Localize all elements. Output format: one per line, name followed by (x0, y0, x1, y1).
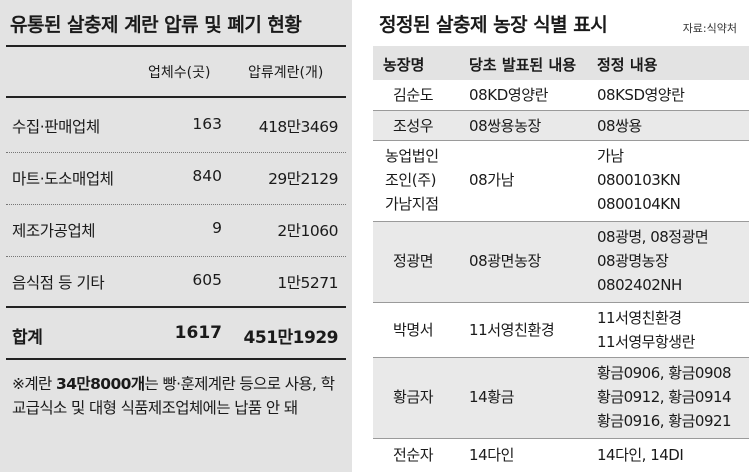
row-divider (6, 256, 346, 257)
header-original: 당초 발표된 내용 (469, 56, 577, 74)
corrected-label: 황금0906, 황금0908 (597, 364, 732, 382)
table-row: 음식점 등 기타 605 1만5271 (0, 262, 352, 302)
corrected-label: 0800103KN (597, 171, 681, 189)
corrected-label: 08광명, 08정광면 (597, 228, 709, 246)
column-header-amount: 압류계란(개) (248, 65, 324, 81)
egg-seizure-panel: 유통된 살충제 계란 압류 및 폐기 현황 업체수(곳) 압류계란(개) 수집·… (0, 0, 352, 472)
original-label: 14황금 (469, 388, 515, 406)
farm-panel-title: 정정된 살충제 농장 식별 표시 (379, 14, 608, 36)
table-row: 제조가공업체 9 2만1060 (0, 210, 352, 250)
row-count: 605 (192, 271, 222, 289)
footnote-highlight: 34만8000개 (56, 375, 145, 393)
corrected-label: 황금0916, 황금0921 (597, 412, 732, 430)
row-amount: 418만3469 (258, 118, 339, 136)
farm-name: 김순도 (393, 86, 434, 104)
row-count: 9 (212, 219, 222, 237)
row-divider (6, 152, 346, 153)
corrected-label: 황금0912, 황금0914 (597, 388, 732, 406)
seizure-panel-title: 유통된 살충제 계란 압류 및 폐기 현황 (10, 14, 302, 36)
row-divider (6, 204, 346, 205)
farm-name: 황금자 (393, 388, 434, 406)
row-count: 840 (192, 167, 222, 185)
row-divider (373, 221, 749, 222)
original-label: 08쌍용농장 (469, 117, 541, 135)
farm-table-header: 농장명 당초 발표된 내용 정정 내용 (373, 46, 749, 80)
farm-label-panel: 정정된 살충제 농장 식별 표시 자료:식약처 농장명 당초 발표된 내용 정정… (373, 0, 749, 472)
row-name: 제조가공업체 (12, 222, 96, 240)
farm-name: 가남지점 (385, 195, 439, 213)
original-label: 08KD영양란 (469, 86, 549, 104)
table-row: 조성우 08쌍용농장 08쌍용 (373, 111, 749, 140)
corrected-label: 11서영친환경 (597, 309, 682, 327)
corrected-label: 08KSD영양란 (597, 86, 685, 104)
row-divider (373, 110, 749, 111)
footnote: ※계란 34만8000개는 빵·훈제계란 등으로 사용, 학교급식소 및 대형 … (12, 372, 348, 420)
table-row: 박명서 11서영친환경 11서영친환경 11서영무항생란 (373, 303, 749, 357)
table-row: 수집·판매업체 163 418만3469 (0, 106, 352, 146)
footnote-prefix: ※계란 (12, 375, 57, 393)
source-credit: 자료:식약처 (682, 22, 737, 35)
table-row: 김순도 08KD영양란 08KSD영양란 (373, 80, 749, 110)
original-label: 08가남 (469, 171, 515, 189)
header-divider (6, 96, 346, 98)
farm-name: 정광면 (393, 252, 434, 270)
farm-name: 조인(주) (385, 171, 437, 189)
footnote-suffix: 는 빵·훈제계란 등으로 사용, 학교급식소 및 대형 식품제조업체에는 납품 … (12, 375, 335, 417)
farm-name: 박명서 (393, 321, 434, 339)
table-row: 정광면 08광면농장 08광명, 08정광면 08광명농장 0802402NH (373, 222, 749, 302)
row-name: 수집·판매업체 (12, 118, 100, 136)
corrected-label: 가남 (597, 147, 624, 165)
original-label: 14다인 (469, 446, 515, 464)
header-farm: 농장명 (383, 56, 425, 74)
corrected-label: 08쌍용 (597, 117, 642, 135)
row-amount: 29만2129 (268, 170, 338, 188)
farm-name: 전순자 (393, 446, 434, 464)
original-label: 08광면농장 (469, 252, 541, 270)
row-amount: 1만5271 (277, 274, 338, 292)
row-name: 음식점 등 기타 (12, 274, 105, 292)
total-label: 합계 (12, 328, 43, 348)
table-row: 농업법인 조인(주) 가남지점 08가남 가남 0800103KN 080010… (373, 141, 749, 221)
corrected-label: 08광명농장 (597, 252, 669, 270)
total-divider (6, 306, 346, 308)
table-row: 황금자 14황금 황금0906, 황금0908 황금0912, 황금0914 황… (373, 358, 749, 438)
title-divider (6, 45, 346, 47)
column-header-count: 업체수(곳) (148, 65, 211, 81)
row-divider (373, 140, 749, 141)
row-divider (373, 357, 749, 358)
total-amount: 451만1929 (243, 328, 339, 348)
row-count: 163 (192, 115, 222, 133)
corrected-label: 0800104KN (597, 195, 681, 213)
corrected-label: 0802402NH (597, 276, 682, 294)
row-divider (373, 438, 749, 439)
row-name: 마트·도소매업체 (12, 170, 114, 188)
corrected-label: 11서영무항생란 (597, 333, 695, 351)
row-divider (373, 302, 749, 303)
farm-name: 농업법인 (385, 147, 439, 165)
bottom-divider (6, 358, 346, 360)
table-row: 마트·도소매업체 840 29만2129 (0, 158, 352, 198)
table-row: 전순자 14다인 14다인, 14DI (373, 439, 749, 471)
header-corrected: 정정 내용 (597, 56, 658, 74)
corrected-label: 14다인, 14DI (597, 446, 684, 464)
row-amount: 2만1060 (277, 222, 338, 240)
farm-name: 조성우 (393, 117, 434, 135)
total-count: 1617 (174, 323, 222, 343)
total-row: 합계 1617 451만1929 (0, 314, 352, 354)
original-label: 11서영친환경 (469, 321, 555, 339)
